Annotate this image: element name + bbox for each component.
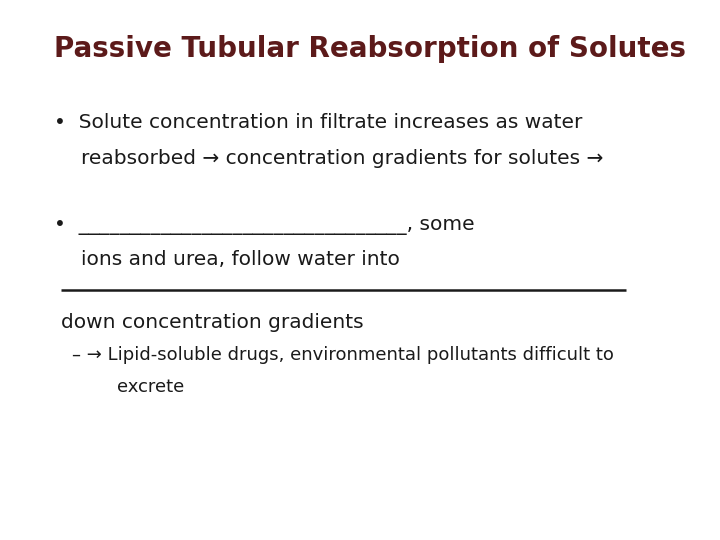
Text: •  Solute concentration in filtrate increases as water: • Solute concentration in filtrate incre…	[54, 113, 582, 132]
Text: •  ________________________________, some: • ________________________________, some	[54, 216, 474, 235]
Text: ions and urea, follow water into: ions and urea, follow water into	[81, 250, 400, 269]
Text: – → Lipid-soluble drugs, environmental pollutants difficult to: – → Lipid-soluble drugs, environmental p…	[72, 346, 614, 363]
Text: excrete: excrete	[94, 378, 184, 396]
Text: Passive Tubular Reabsorption of Solutes: Passive Tubular Reabsorption of Solutes	[54, 35, 686, 63]
Text: reabsorbed → concentration gradients for solutes →: reabsorbed → concentration gradients for…	[81, 148, 604, 167]
Text: down concentration gradients: down concentration gradients	[61, 313, 364, 332]
